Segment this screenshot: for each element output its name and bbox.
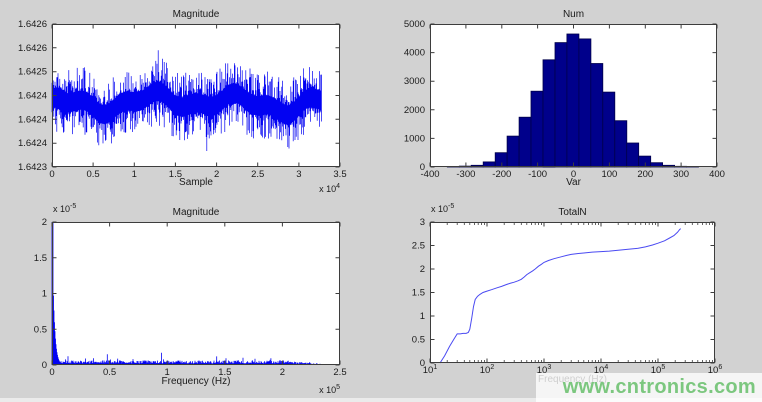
- multiplier-exp: -5: [70, 203, 77, 210]
- x-tick-label: 0: [49, 169, 54, 180]
- plot-title: TotalN: [558, 207, 587, 218]
- x-tick-label: 3.5: [333, 169, 346, 180]
- y-tick-label: 1.6424: [18, 138, 47, 149]
- y-tick-label: 2000: [404, 105, 425, 116]
- minor-ticks: [446, 222, 713, 363]
- watermark: www.cntronics.com: [536, 373, 762, 402]
- y-tick-label: 1.6426: [18, 19, 47, 30]
- y-tick-label: 0: [420, 358, 425, 369]
- axes-histogram: -400 -300 -200 -100 0 100 200 300 40001000200030…: [404, 19, 725, 180]
- multiplier-base: x 10: [431, 204, 449, 214]
- hist-bar: [590, 63, 604, 168]
- y-tick-label: 1.5: [412, 288, 425, 299]
- x-tick-label: 300: [673, 169, 689, 180]
- plot-title: Magnitude: [172, 9, 220, 20]
- hist-bar: [506, 135, 520, 168]
- y-axis-multiplier: x 10-5: [53, 203, 76, 214]
- axes-spectrum: 0 0.5 1 1.5 2 2.5 0 0.5 1 1.5 2: [34, 217, 347, 378]
- major-ticks: [429, 221, 716, 364]
- x-tick-label: -100: [528, 169, 547, 180]
- x-tick-label: 0.5: [86, 169, 99, 180]
- major-ticks: [429, 23, 718, 168]
- hist-bar: [518, 116, 532, 168]
- hist-bar: [530, 90, 544, 168]
- y-tick-label: 4000: [404, 48, 425, 59]
- y-tick-label: 0: [42, 360, 47, 371]
- bottom-strip: [0, 398, 762, 402]
- x-axis-label: Sample: [179, 177, 213, 188]
- x-tick-label: 2.5: [333, 367, 346, 378]
- line-series: [439, 228, 682, 364]
- hist-bar: [626, 142, 640, 168]
- x-tick-label: -400: [420, 169, 439, 180]
- hist-bar: [602, 91, 616, 168]
- y-tick-label: 3000: [404, 76, 425, 87]
- plot-background: [52, 222, 340, 365]
- hist-bar: [638, 155, 652, 168]
- plot-background: [430, 222, 715, 363]
- x-tick-label: -200: [492, 169, 511, 180]
- hist-bar: [566, 33, 580, 168]
- multiplier-base: x 10: [319, 184, 337, 194]
- y-tick-label: 1: [420, 311, 425, 322]
- x-tick-label: 2.5: [251, 169, 264, 180]
- plot-title: Num: [562, 9, 585, 20]
- x-tick-label: 0: [571, 169, 576, 180]
- x-tick-label: 1.5: [218, 367, 231, 378]
- multiplier-base: x 10: [53, 204, 71, 214]
- x-axis-multiplier: x 105: [296, 384, 340, 395]
- x-tick-label: 2: [280, 367, 285, 378]
- major-ticks: [51, 23, 341, 168]
- x-axis-label: Frequency (Hz): [161, 376, 231, 387]
- multiplier-exp: 5: [336, 384, 340, 391]
- y-tick-label: 3: [420, 217, 425, 228]
- y-tick-label: 1: [42, 289, 47, 300]
- x-tick-label: 400: [709, 169, 725, 180]
- axes-magnitude-time: 0 0.5 1 1.5 2 2.5 3 3.5 1.6423 1.6424 1.6424 1.6424…: [18, 19, 347, 180]
- x-tick-label: -300: [456, 169, 475, 180]
- y-tick-label: 1.6424: [18, 114, 47, 125]
- y-tick-label: 1.6426: [18, 43, 47, 54]
- y-tick-label: 1.6424: [18, 91, 47, 102]
- x-tick-label: 0.5: [103, 367, 116, 378]
- x-tick-label: 1.5: [169, 169, 182, 180]
- plot-title: Magnitude: [172, 207, 220, 218]
- multiplier-base: x 10: [319, 385, 337, 395]
- x-axis-label: Var: [566, 177, 581, 188]
- x-tick-label: 3: [296, 169, 301, 180]
- x-tick-label: 1: [165, 367, 170, 378]
- y-tick-label: 2.5: [412, 241, 425, 252]
- y-tick-label: 2: [42, 217, 47, 228]
- hist-bar: [578, 38, 592, 168]
- x-tick-label: 1: [132, 169, 137, 180]
- hist-bar: [494, 152, 508, 168]
- x-tick-label: 0: [49, 367, 54, 378]
- x-tick-label: 2: [214, 169, 219, 180]
- hist-bar: [614, 120, 628, 168]
- y-tick-label: 2: [420, 264, 425, 275]
- hist-bar: [542, 59, 556, 168]
- x-tick-label: 100: [601, 169, 617, 180]
- y-tick-label: 0: [420, 162, 425, 173]
- y-tick-label: 1.5: [34, 253, 47, 264]
- multiplier-exp: -5: [448, 203, 455, 210]
- y-tick-label: 1000: [404, 133, 425, 144]
- hist-bar: [554, 42, 568, 168]
- y-tick-label: 1.6423: [18, 162, 47, 173]
- y-tick-label: 5000: [404, 19, 425, 30]
- y-axis-multiplier: x 10-5: [431, 203, 454, 214]
- x-axis-multiplier: x 104: [296, 183, 340, 194]
- major-ticks: [51, 221, 341, 366]
- y-tick-label: 0.5: [34, 324, 47, 335]
- y-tick-label: 0.5: [412, 335, 425, 346]
- y-tick-label: 1.6425: [18, 67, 47, 78]
- x-tick-label: 200: [637, 169, 653, 180]
- multiplier-exp: 4: [336, 183, 340, 190]
